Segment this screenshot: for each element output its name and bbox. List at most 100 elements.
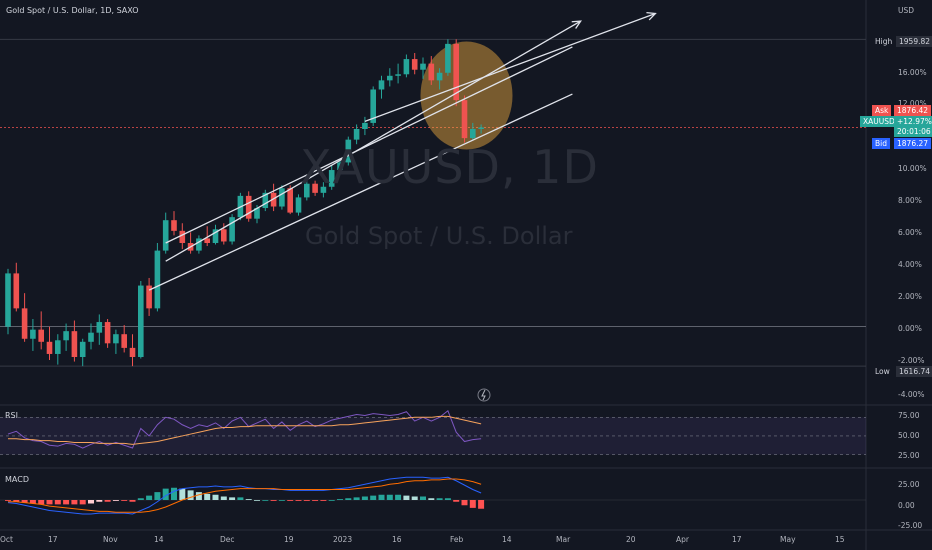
candle-body[interactable] (63, 331, 69, 341)
candle-body[interactable] (154, 250, 161, 309)
candle-body[interactable] (295, 197, 302, 213)
candle-body[interactable] (21, 308, 28, 339)
time-tick: 17 (48, 535, 58, 544)
candle-body[interactable] (254, 208, 260, 219)
candle-body[interactable] (88, 332, 94, 342)
macd-histogram-bar (171, 487, 177, 500)
candle-body[interactable] (129, 347, 136, 357)
candle-body[interactable] (328, 170, 335, 187)
macd-histogram-bar (5, 500, 11, 501)
candle-body[interactable] (470, 129, 476, 139)
chart-title: Gold Spot / U.S. Dollar, 1D, SAXO (6, 6, 139, 15)
price-tick: 8.00% (898, 196, 922, 205)
candle-body[interactable] (304, 183, 310, 198)
macd-histogram-bar (21, 500, 28, 503)
candle-body[interactable] (436, 72, 443, 81)
candle-body[interactable] (270, 192, 277, 207)
candle-body[interactable] (387, 75, 393, 81)
macd-histogram-bar (79, 500, 86, 505)
trend-arrowhead (646, 11, 657, 21)
low-label: Low (872, 366, 893, 377)
trend-line[interactable] (165, 46, 573, 244)
candle-body[interactable] (279, 188, 285, 207)
macd-histogram-bar (386, 494, 393, 500)
candle-body[interactable] (411, 59, 418, 70)
candle-body[interactable] (71, 331, 78, 357)
candle-body[interactable] (445, 43, 451, 73)
macd-line (7, 476, 482, 515)
macd-histogram-bar (444, 498, 451, 500)
macd-histogram-bar (46, 500, 53, 505)
candle-body[interactable] (138, 285, 144, 357)
macd-histogram-bar (469, 500, 476, 508)
macd-pane-title[interactable]: MACD (5, 475, 29, 484)
macd-tick: -25.00 (898, 521, 923, 530)
macd-tick: 0.00 (898, 501, 915, 510)
price-tick: 2.00% (898, 292, 922, 301)
candle-body[interactable] (212, 229, 219, 243)
trend-line[interactable] (148, 93, 573, 291)
candle-body[interactable] (287, 188, 293, 213)
macd-histogram-bar (303, 500, 310, 501)
candle-body[interactable] (104, 322, 111, 344)
events-icon[interactable] (477, 388, 491, 402)
macd-histogram-bar (428, 498, 435, 500)
rsi-pane-title[interactable]: RSI (5, 411, 18, 420)
macd-histogram-bar (370, 495, 377, 500)
candle-body[interactable] (46, 341, 53, 354)
candle-body[interactable] (221, 229, 227, 242)
candle-body[interactable] (171, 220, 177, 231)
price-tick: 16.00% (898, 68, 927, 77)
candle-body[interactable] (262, 192, 269, 209)
time-tick: Oct (0, 535, 13, 544)
rsi-tick: 25.00 (898, 451, 920, 460)
candle-body[interactable] (362, 122, 368, 129)
macd-histogram-bar (112, 500, 119, 501)
candle-body[interactable] (395, 74, 401, 76)
candle-body[interactable] (337, 162, 343, 171)
candle-body[interactable] (5, 273, 11, 327)
trend-line[interactable] (364, 12, 656, 123)
candle-body[interactable] (13, 273, 20, 309)
candle-body[interactable] (162, 220, 169, 251)
price-tick: -4.00% (898, 390, 925, 399)
candle-body[interactable] (320, 186, 327, 193)
candle-body[interactable] (30, 329, 36, 339)
macd-histogram-bar (121, 500, 128, 501)
candle-body[interactable] (245, 195, 252, 219)
price-axis-unit: USD (898, 6, 915, 15)
candle-body[interactable] (179, 230, 186, 243)
candle-body[interactable] (55, 340, 61, 354)
candle-body[interactable] (96, 322, 103, 333)
trend-line[interactable] (165, 20, 582, 262)
candle-body[interactable] (38, 329, 44, 342)
macd-histogram-bar (353, 497, 360, 500)
candle-body[interactable] (478, 127, 484, 129)
candle-body[interactable] (353, 129, 360, 140)
macd-histogram-bar (453, 500, 460, 502)
candle-body[interactable] (403, 59, 410, 75)
candle-body[interactable] (453, 43, 459, 101)
rsi-tick: 50.00 (898, 431, 920, 440)
macd-histogram-bar (395, 494, 402, 500)
time-tick: Mar (556, 535, 571, 544)
candle-body[interactable] (229, 217, 235, 242)
candle-body[interactable] (196, 238, 202, 251)
macd-histogram-bar (312, 500, 319, 501)
candle-body[interactable] (113, 334, 119, 344)
candle-body[interactable] (461, 100, 468, 139)
candle-body[interactable] (428, 63, 435, 81)
candle-body[interactable] (79, 341, 86, 357)
candle-body[interactable] (121, 334, 127, 348)
candle-body[interactable] (345, 139, 352, 163)
candle-body[interactable] (420, 63, 426, 70)
candle-body[interactable] (312, 183, 318, 193)
candle-body[interactable] (370, 89, 376, 123)
macd-histogram-bar (403, 495, 410, 500)
candle-body[interactable] (146, 285, 152, 309)
candle-body[interactable] (378, 80, 385, 90)
candle-body[interactable] (204, 238, 210, 243)
watermark-symbol: XAUUSD, 1D (300, 140, 599, 194)
time-tick: 2023 (333, 535, 353, 544)
